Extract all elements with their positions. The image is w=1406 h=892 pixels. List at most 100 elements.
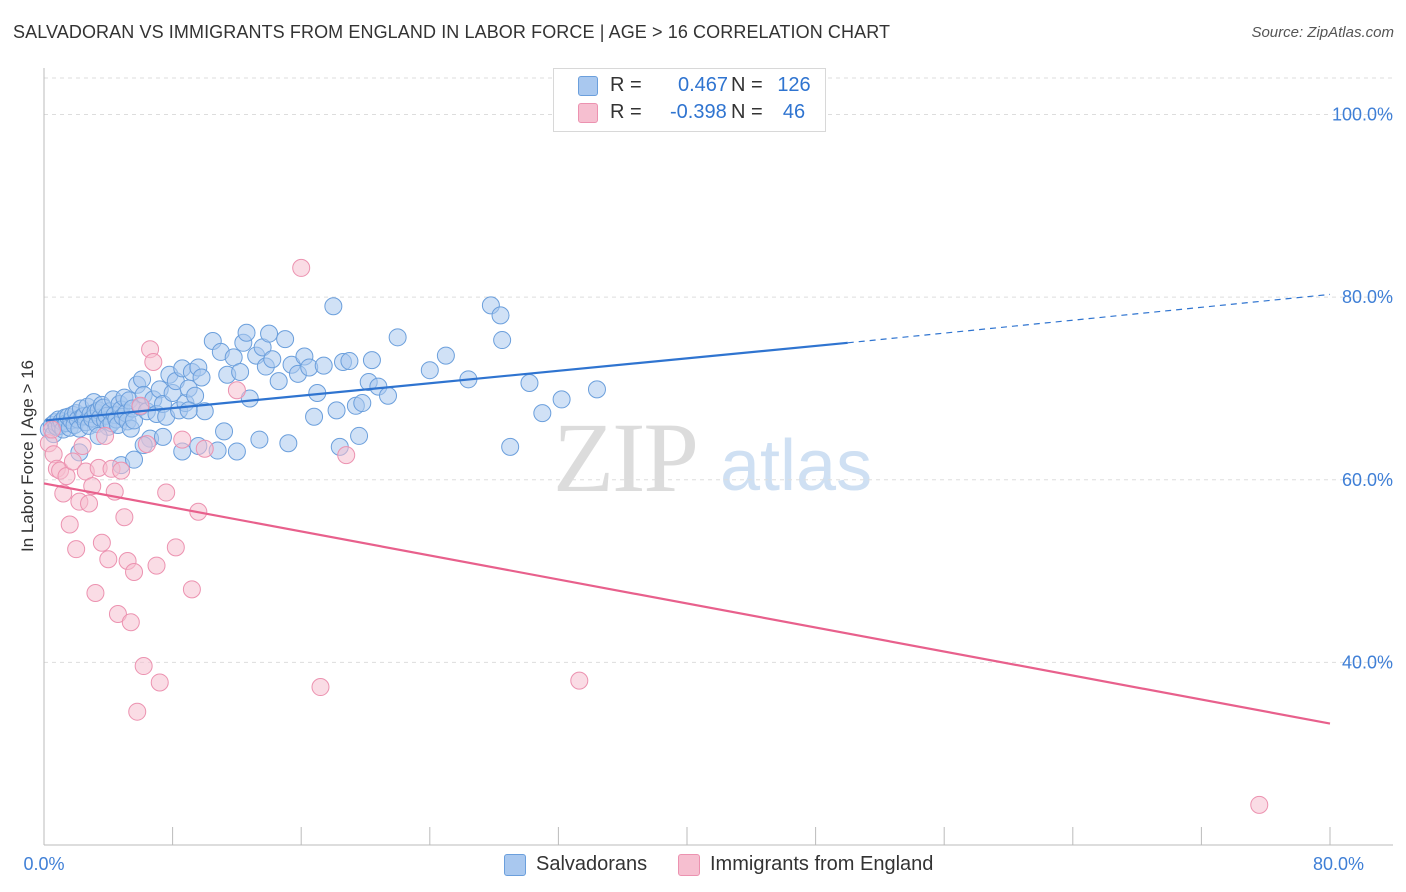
salvadoran-point	[237, 323, 256, 342]
england-point	[44, 445, 63, 464]
watermark-atlas: atlas	[720, 426, 873, 506]
england-point	[227, 381, 246, 400]
salvadoran-point	[263, 350, 282, 369]
england-point	[54, 484, 73, 503]
legend-n-value: 46	[782, 101, 806, 123]
salvadoran-point	[231, 363, 250, 382]
salvadoran-point	[324, 297, 343, 316]
y-tick-label: 40.0%	[1342, 652, 1393, 672]
salvadoran-point	[491, 306, 510, 325]
salvadoran-point	[388, 328, 407, 347]
england-point	[60, 515, 79, 534]
salvadoran-point	[420, 361, 439, 380]
england-point	[80, 494, 99, 513]
points-layer	[39, 258, 1269, 814]
england-point	[195, 439, 214, 458]
salvadoran-point	[520, 373, 539, 392]
england-point	[134, 657, 153, 676]
england-point	[86, 583, 105, 602]
y-tick-label: 60.0%	[1342, 470, 1393, 490]
england-point	[292, 258, 311, 277]
england-point	[182, 580, 201, 599]
legend-label: Salvadorans	[536, 853, 648, 875]
salvadoran-point	[192, 368, 211, 387]
legend-swatch-pink	[578, 103, 598, 123]
salvadoran-point	[350, 426, 369, 445]
england-point	[125, 562, 144, 581]
legend-swatch-blue	[504, 854, 526, 876]
england-point	[99, 550, 118, 569]
tick-label-layer: 100.0% 80.0% 60.0% 40.0% 0.0% 80.0%	[23, 105, 1393, 874]
salvadoran-point	[133, 370, 152, 389]
salvadoran-point	[215, 422, 234, 441]
legend-r-label: R =	[610, 74, 642, 96]
legend-r-value: 0.467	[678, 74, 729, 96]
salvadoran-point	[240, 389, 259, 408]
england-point	[96, 426, 115, 445]
england-point	[147, 556, 166, 575]
x-tick-label: 0.0%	[23, 854, 64, 874]
axis-layer	[43, 68, 1393, 846]
england-point	[311, 678, 330, 697]
salvadoran-point	[125, 450, 144, 469]
salvadoran-point	[179, 401, 198, 420]
trend-layer	[43, 293, 1331, 725]
england-point	[166, 538, 185, 557]
salvadoran-point	[353, 394, 372, 413]
salvadoran-point	[276, 330, 295, 349]
england-point	[121, 613, 140, 632]
england-point	[157, 483, 176, 502]
salvadoran-point	[340, 352, 359, 371]
correlation-legend: R = 0.467 N = 126 R = -0.398 N = 46	[553, 68, 826, 132]
salvadoran-point	[279, 434, 298, 453]
england-point	[115, 508, 134, 527]
salvadoran-point	[587, 380, 606, 399]
salvadoran-point	[501, 437, 520, 456]
legend-n-value: 126	[777, 74, 811, 96]
england-point	[73, 436, 92, 455]
legend-n-label: N =	[731, 101, 763, 123]
legend-label: Immigrants from England	[710, 853, 934, 875]
england-point	[92, 533, 111, 552]
england-point	[150, 673, 169, 692]
chart-title: SALVADORAN VS IMMIGRANTS FROM ENGLAND IN…	[13, 22, 891, 42]
x-tick-label: 80.0%	[1313, 854, 1364, 874]
salvadoran-point	[250, 430, 269, 449]
england-point	[63, 452, 82, 471]
salvadoran-point	[305, 407, 324, 426]
england-point	[337, 446, 356, 465]
salvadoran-trend-extension	[847, 293, 1331, 344]
england-point	[67, 540, 86, 559]
salvadoran-point	[552, 390, 571, 409]
source-label: Source: ZipAtlas.com	[1251, 24, 1394, 41]
england-point	[144, 352, 163, 371]
legend-r-label: R =	[610, 101, 642, 123]
y-tick-label: 100.0%	[1332, 105, 1393, 125]
salvadoran-point	[260, 324, 279, 343]
salvadoran-point	[314, 356, 333, 375]
salvadoran-point	[362, 351, 381, 370]
salvadoran-point	[436, 346, 455, 365]
legend-n-label: N =	[731, 74, 763, 96]
y-tick-label: 80.0%	[1342, 287, 1393, 307]
watermark-zip: ZIP	[553, 402, 699, 513]
salvadoran-point	[533, 404, 552, 423]
england-point	[108, 604, 127, 623]
salvadoran-point	[379, 386, 398, 405]
england-point	[43, 420, 62, 439]
legend-r-value: -0.398	[670, 101, 727, 123]
england-point	[137, 435, 156, 454]
england-point	[128, 702, 147, 721]
salvadoran-point	[153, 427, 172, 446]
legend-swatch-pink	[678, 854, 700, 876]
salvadoran-point	[227, 442, 246, 461]
salvadoran-point	[493, 331, 512, 350]
england-point	[570, 671, 589, 690]
england-point	[112, 461, 131, 480]
legend-swatch-blue	[578, 76, 598, 96]
salvadoran-trend-line	[45, 341, 848, 422]
england-point	[83, 477, 102, 496]
salvadoran-point	[327, 401, 346, 420]
england-trend-line	[43, 482, 1331, 725]
